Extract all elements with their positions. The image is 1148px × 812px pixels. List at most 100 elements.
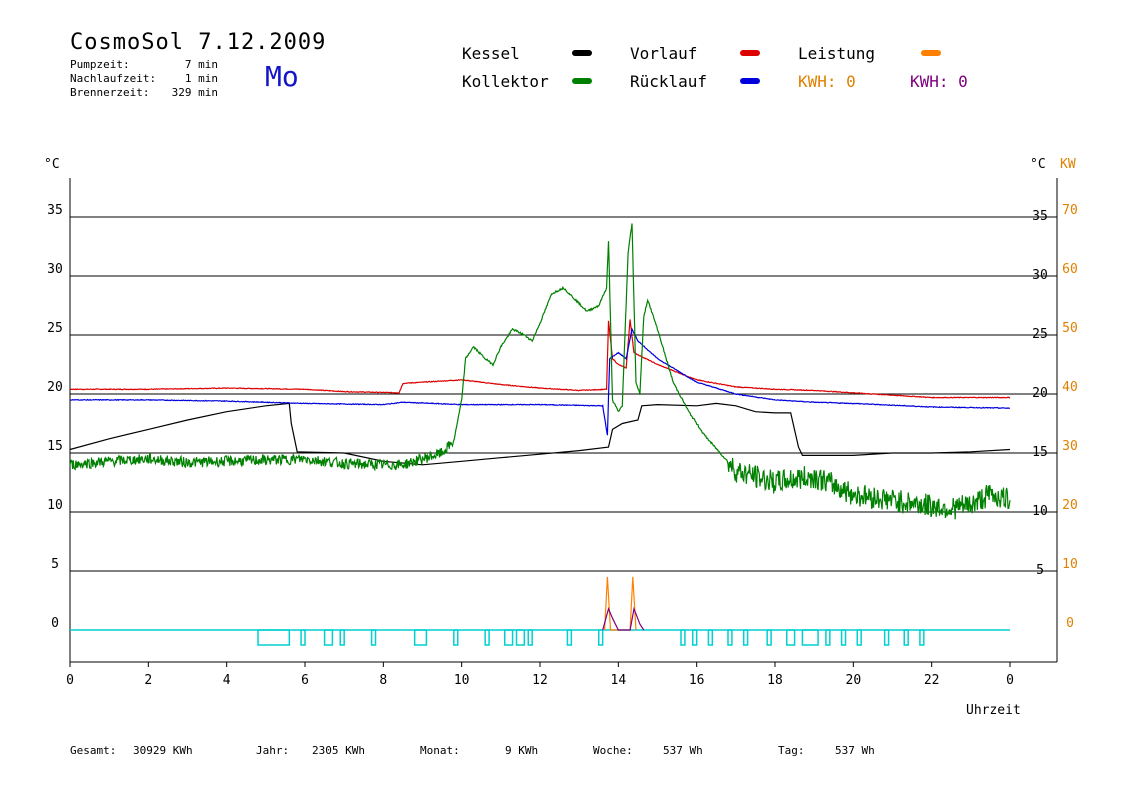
stat-pumpzeit-label: Pumpzeit:	[70, 58, 130, 71]
y-tick-label-left-10: 10	[47, 498, 63, 513]
pump-pulse-7	[484, 629, 490, 646]
x-tick-label-11: 22	[924, 673, 940, 688]
legend-leistung-label: Leistung	[798, 44, 876, 63]
footer-jahr-value: 2305 KWh	[312, 744, 365, 757]
x-tick-label-8: 16	[689, 673, 705, 688]
series-vorlauf	[69, 319, 1011, 399]
pump-pulse-11	[566, 629, 573, 646]
y-tick-label-left-15: 15	[47, 439, 63, 454]
footer-gesamt-label: Gesamt:	[70, 744, 117, 757]
pump-pulse-23	[856, 629, 862, 646]
x-tick-label-12: 0	[1006, 673, 1014, 688]
legend-kwh-orange-label: KWH: 0	[798, 72, 856, 91]
x-tick-label-4: 8	[379, 673, 387, 688]
pump-pulse-18	[766, 629, 772, 646]
chart-ticks: 0 2 4 6 8 10 12 14 16 18 20 22 0 0 0 5 5 10 10 10 20 15 15 30 20…	[47, 203, 1078, 688]
chart-grid	[70, 216, 1057, 631]
series-kessel	[69, 402, 1011, 466]
chart-series	[69, 223, 1011, 631]
x-tick-label-1: 2	[144, 673, 152, 688]
y-tick-label-left-20: 20	[47, 380, 63, 395]
footer-gesamt-value: 30929 KWh	[133, 744, 193, 757]
x-tick-label-5: 10	[454, 673, 470, 688]
y-tick-label-left-35: 35	[47, 203, 63, 218]
pump-pulse-20	[801, 629, 819, 646]
footer-monat-value: 9 KWh	[505, 744, 539, 757]
footer-monat-label: Monat:	[420, 744, 460, 757]
y-axis-label-right: °C	[1030, 157, 1046, 172]
pump-pulses	[70, 629, 1010, 646]
stat-brennerzeit-label: Brennerzeit:	[70, 86, 150, 99]
x-tick-label-0: 0	[66, 673, 74, 688]
pump-pulse-21	[825, 629, 831, 646]
pump-pulse-8	[504, 629, 514, 646]
stat-nachlaufzeit-value: 1 min	[184, 72, 218, 85]
pump-pulse-4	[370, 629, 377, 646]
pump-pulse-24	[883, 629, 890, 646]
legend-ruecklauf-swatch	[740, 78, 760, 84]
legend-kollektor-swatch	[572, 78, 592, 84]
pump-pulse-19	[786, 629, 796, 646]
y-tick-label-kw-50: 50	[1062, 321, 1078, 336]
footer-woche-value: 537 Wh	[663, 744, 703, 757]
footer-tag-label: Tag:	[778, 744, 805, 757]
legend-vorlauf-swatch	[740, 50, 760, 56]
pump-pulse-6	[453, 629, 459, 646]
pump-pulse-14	[692, 629, 698, 646]
pump-pulse-10	[527, 629, 533, 646]
x-tick-label-10: 20	[846, 673, 862, 688]
series-kollektor	[69, 223, 1011, 520]
legend-kollektor-label: Kollektor	[462, 72, 549, 91]
pump-pulse-5	[413, 629, 428, 646]
x-tick-label-6: 12	[532, 673, 548, 688]
y-tick-label-right-5: 5	[1036, 563, 1044, 578]
pump-pulse-16	[727, 629, 733, 646]
pump-pulse-9	[515, 629, 526, 646]
y-tick-label-kw-70: 70	[1062, 203, 1078, 218]
pump-pulse-2	[323, 629, 334, 646]
footer-tag-value: 537 Wh	[835, 744, 875, 757]
series-kwh	[602, 606, 645, 631]
legend-kessel-label: Kessel	[462, 44, 520, 63]
legend-swatches	[572, 50, 941, 84]
stat-nachlaufzeit-label: Nachlaufzeit:	[70, 72, 157, 85]
y-tick-label-right-30: 30	[1032, 268, 1048, 283]
chart-title: CosmoSol 7.12.2009	[70, 30, 327, 55]
pump-pulse-13	[680, 629, 686, 646]
legend-vorlauf-label: Vorlauf	[630, 44, 698, 63]
y-tick-label-right-25: 25	[1032, 327, 1048, 342]
y-axis-label-left: °C	[44, 157, 60, 172]
legend-kessel-swatch	[572, 50, 592, 56]
x-tick-label-2: 4	[223, 673, 231, 688]
y-tick-label-right-10: 10	[1032, 504, 1048, 519]
y-tick-label-kw-0: 0	[1066, 616, 1074, 631]
legend-kwh-purple-label: KWH: 0	[910, 72, 968, 91]
y-tick-label-right-20: 20	[1032, 386, 1048, 401]
y-tick-label-kw-40: 40	[1062, 380, 1078, 395]
y-tick-label-kw-10: 10	[1062, 557, 1078, 572]
pump-pulse-26	[919, 629, 925, 646]
pump-pulse-0	[257, 629, 291, 646]
pump-pulse-25	[903, 629, 909, 646]
y-tick-label-right-15: 15	[1032, 445, 1048, 460]
legend-leistung-swatch	[921, 50, 941, 56]
chart-axes	[69, 178, 1058, 663]
y-tick-label-left-25: 25	[47, 321, 63, 336]
pump-pulse-15	[707, 629, 714, 646]
y-tick-label-left-0: 0	[51, 616, 59, 631]
pump-pulse-12	[598, 629, 604, 646]
y-tick-label-kw-30: 30	[1062, 439, 1078, 454]
y-axis-label-kw: KW	[1060, 157, 1076, 172]
x-tick-label-7: 14	[611, 673, 627, 688]
x-tick-label-9: 18	[767, 673, 783, 688]
weekday-label: Mo	[265, 60, 299, 93]
pump-pulse-3	[339, 629, 345, 646]
y-tick-label-left-5: 5	[51, 557, 59, 572]
pump-pulse-1	[300, 629, 306, 646]
stat-brennerzeit-value: 329 min	[171, 86, 218, 99]
legend-ruecklauf-label: Rücklauf	[630, 72, 708, 91]
series-ruecklauf	[69, 327, 1011, 436]
y-tick-label-left-30: 30	[47, 262, 63, 277]
y-tick-label-kw-20: 20	[1062, 498, 1078, 513]
